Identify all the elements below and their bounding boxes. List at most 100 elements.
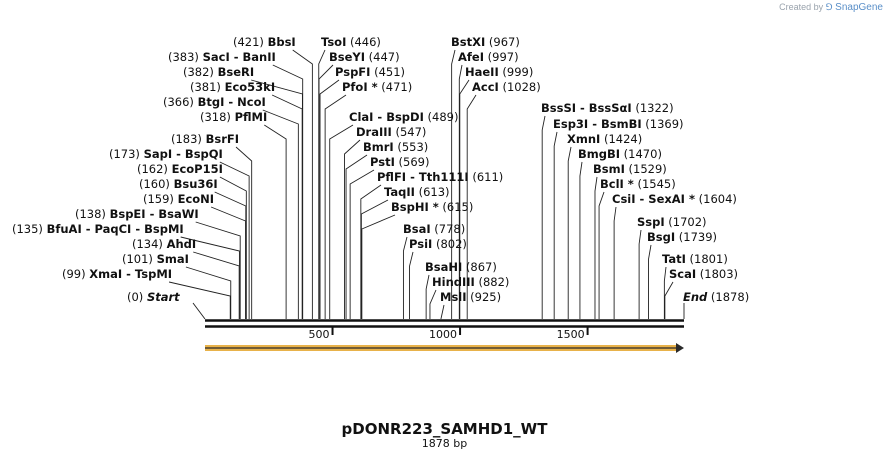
site-haeii[interactable]: HaeII (999): [465, 65, 533, 79]
site-bsu36i[interactable]: (160) Bsu36I: [139, 177, 218, 191]
site-bspei[interactable]: (138) BspEI - BsaWI: [75, 207, 199, 221]
site-eco53ki[interactable]: (381) Eco53kI: [190, 80, 275, 94]
site-sspi[interactable]: SspI (1702): [637, 215, 707, 229]
site-position: (173): [109, 147, 144, 161]
site-label[interactable]: AfeI (997): [458, 50, 519, 64]
site-label[interactable]: MslI (925): [440, 290, 501, 304]
site-label[interactable]: (183) BsrFI: [171, 132, 239, 146]
site-label[interactable]: (383) SacI - BanII: [168, 50, 276, 64]
site-btgi[interactable]: (366) BtgI - NcoI: [163, 95, 266, 109]
site-labels: (421) BbsI TsoI (446)BseYI (447) (383) Sac…: [12, 35, 749, 304]
site-label[interactable]: (382) BseRI: [183, 65, 254, 79]
site-label[interactable]: BsmI (1529): [593, 162, 667, 176]
site-smai[interactable]: (101) SmaI: [122, 252, 189, 266]
site-tsoi[interactable]: TsoI (446): [321, 35, 381, 49]
site-label[interactable]: (160) Bsu36I: [139, 177, 218, 191]
site-ecop15i[interactable]: (162) EcoP15I: [137, 162, 223, 176]
site-bsai[interactable]: BsaI (778): [403, 222, 465, 236]
site-label[interactable]: PstI (569): [370, 155, 429, 169]
site-label[interactable]: (99) XmaI - TspMI: [62, 267, 172, 281]
site-clai[interactable]: ClaI - BspDI (489): [349, 110, 458, 124]
site-bsphi[interactable]: BspHI * (615): [391, 200, 473, 214]
site-esp3i[interactable]: Esp3I - BsmBI (1369): [553, 117, 684, 131]
site-label[interactable]: (366) BtgI - NcoI: [163, 95, 266, 109]
site-xmai[interactable]: (99) XmaI - TspMI: [62, 267, 172, 281]
site-name: BclI *: [600, 177, 634, 191]
site-bsrfi[interactable]: (183) BsrFI: [171, 132, 239, 146]
site-psti[interactable]: PstI (569): [370, 155, 429, 169]
site-label[interactable]: (318) PflMI: [200, 110, 267, 124]
site-label[interactable]: CsiI - SexAI * (1604): [612, 192, 737, 206]
site-label[interactable]: (159) EcoNI: [143, 192, 214, 206]
site-label[interactable]: (138) BspEI - BsaWI: [75, 207, 199, 221]
site-label[interactable]: BsgI (1739): [647, 230, 717, 244]
site-psii[interactable]: PsiI (802): [409, 237, 467, 251]
site-tati[interactable]: TatI (1801): [662, 252, 728, 266]
site-label[interactable]: BmgBI (1470): [578, 147, 662, 161]
site-label[interactable]: AccI (1028): [472, 80, 541, 94]
site-label[interactable]: PflFI - Tth111I (611): [377, 170, 503, 184]
site-label[interactable]: (173) SapI - BspQI: [109, 147, 223, 161]
site-label[interactable]: (135) BfuAI - PaqCI - BspMI: [12, 222, 184, 236]
site-acci[interactable]: AccI (1028): [472, 80, 541, 94]
site-label[interactable]: SspI (1702): [637, 215, 707, 229]
site-label[interactable]: HindIII (882): [432, 275, 509, 289]
site-label[interactable]: (162) EcoP15I: [137, 162, 223, 176]
site-econi[interactable]: (159) EcoNI: [143, 192, 214, 206]
site-sapi[interactable]: (173) SapI - BspQI: [109, 147, 223, 161]
site-label[interactable]: XmnI (1424): [567, 132, 642, 146]
site-label[interactable]: (134) AhdI: [132, 237, 196, 251]
site-hindiii[interactable]: HindIII (882): [432, 275, 509, 289]
site-bbsi[interactable]: (421) BbsI: [233, 35, 296, 49]
site-draiii[interactable]: DraIII (547): [356, 125, 426, 139]
site-label[interactable]: BsaI (778): [403, 222, 465, 236]
site-label[interactable]: PfoI * (471): [342, 80, 412, 94]
site-bmgbi[interactable]: BmgBI (1470): [578, 147, 662, 161]
site-label[interactable]: DraIII (547): [356, 125, 426, 139]
site-bcli[interactable]: BclI * (1545): [600, 177, 676, 191]
site-bsssi[interactable]: BssSI - BssSαI (1322): [541, 101, 674, 115]
site-label[interactable]: BsaHI (867): [425, 260, 497, 274]
site-label[interactable]: Esp3I - BsmBI (1369): [553, 117, 684, 131]
site-scai[interactable]: ScaI (1803): [669, 267, 738, 281]
site-pflfi[interactable]: PflFI - Tth111I (611): [377, 170, 503, 184]
site-taqii[interactable]: TaqII (613): [384, 185, 450, 199]
site-label[interactable]: BclI * (1545): [600, 177, 676, 191]
site-label[interactable]: (381) Eco53kI: [190, 80, 275, 94]
site-bfuai[interactable]: (135) BfuAI - PaqCI - BspMI: [12, 222, 184, 236]
site-ahdi[interactable]: (134) AhdI: [132, 237, 196, 251]
site-label[interactable]: PspFI (451): [335, 65, 405, 79]
site-label[interactable]: PsiI (802): [409, 237, 467, 251]
site-bsahi[interactable]: BsaHI (867): [425, 260, 497, 274]
site-label[interactable]: BseYI (447): [329, 50, 400, 64]
site-csii[interactable]: CsiI - SexAI * (1604): [612, 192, 737, 206]
site-msli[interactable]: MslI (925): [440, 290, 501, 304]
site-name: TatI: [662, 252, 686, 266]
site-label[interactable]: BssSI - BssSαI (1322): [541, 101, 674, 115]
site-label[interactable]: BstXI (967): [451, 35, 520, 49]
site-pflmi[interactable]: (318) PflMI: [200, 110, 267, 124]
site-pspfi[interactable]: PspFI (451): [335, 65, 405, 79]
site-afei[interactable]: AfeI (997): [458, 50, 519, 64]
site-label[interactable]: TaqII (613): [384, 185, 450, 199]
site-bstxi[interactable]: BstXI (967): [451, 35, 520, 49]
site-bseri[interactable]: (382) BseRI: [183, 65, 254, 79]
site-label[interactable]: BmrI (553): [363, 140, 428, 154]
site-bsgi[interactable]: BsgI (1739): [647, 230, 717, 244]
site-bmri[interactable]: BmrI (553): [363, 140, 428, 154]
site-label[interactable]: TsoI (446): [321, 35, 381, 49]
site-saci[interactable]: (383) SacI - BanII: [168, 50, 276, 64]
site-label[interactable]: ScaI (1803): [669, 267, 738, 281]
site-label[interactable]: TatI (1801): [662, 252, 728, 266]
site-label[interactable]: (101) SmaI: [122, 252, 189, 266]
site-xmni[interactable]: XmnI (1424): [567, 132, 642, 146]
site-label[interactable]: (421) BbsI: [233, 35, 296, 49]
site-position: (451): [370, 65, 405, 79]
site-bsmi[interactable]: BsmI (1529): [593, 162, 667, 176]
site-label[interactable]: ClaI - BspDI (489): [349, 110, 458, 124]
site-pfoi[interactable]: PfoI * (471): [342, 80, 412, 94]
site-bseyi[interactable]: BseYI (447): [329, 50, 400, 64]
site-label[interactable]: HaeII (999): [465, 65, 533, 79]
site-label[interactable]: BspHI * (615): [391, 200, 473, 214]
site-position: (446): [346, 35, 381, 49]
